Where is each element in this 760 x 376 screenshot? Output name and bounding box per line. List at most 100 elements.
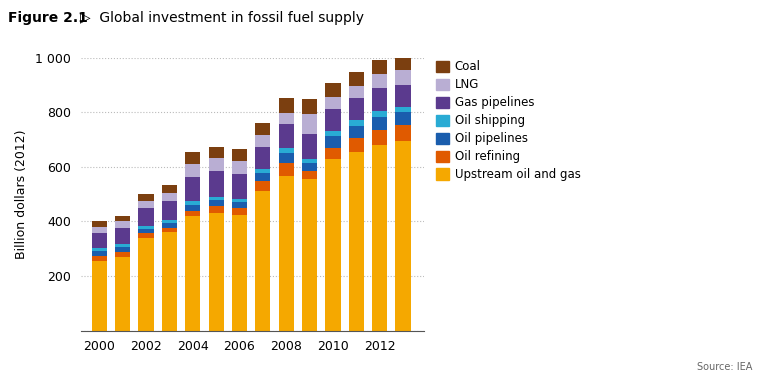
Bar	[232, 149, 247, 161]
Bar	[279, 148, 294, 153]
Bar	[255, 191, 271, 331]
Bar	[115, 216, 130, 221]
Bar	[279, 113, 294, 124]
Bar	[232, 174, 247, 199]
Bar	[232, 199, 247, 202]
Bar	[185, 152, 201, 164]
Bar	[162, 193, 177, 201]
Bar	[372, 145, 388, 331]
Bar	[302, 163, 317, 171]
Bar	[92, 227, 107, 233]
Bar	[208, 206, 223, 213]
Bar	[372, 88, 388, 111]
Bar	[162, 227, 177, 232]
Bar	[302, 114, 317, 134]
Bar	[208, 147, 223, 158]
Bar	[395, 141, 410, 331]
Bar	[279, 124, 294, 148]
Bar	[92, 251, 107, 256]
Y-axis label: Billion dollars (2012): Billion dollars (2012)	[15, 129, 28, 259]
Bar	[302, 179, 317, 331]
Bar	[138, 229, 154, 233]
Bar	[92, 248, 107, 251]
Bar	[255, 123, 271, 135]
Bar	[255, 147, 271, 169]
Bar	[185, 211, 201, 216]
Text: Source: IEA: Source: IEA	[697, 362, 752, 372]
Bar	[138, 233, 154, 238]
Bar	[232, 161, 247, 174]
Bar	[325, 83, 340, 97]
Text: Figure 2.1: Figure 2.1	[8, 11, 87, 25]
Bar	[302, 134, 317, 159]
Bar	[255, 169, 271, 173]
Bar	[138, 226, 154, 229]
Bar	[395, 107, 410, 112]
Bar	[372, 111, 388, 117]
Bar	[279, 98, 294, 113]
Bar	[92, 233, 107, 248]
Bar	[138, 238, 154, 331]
Bar	[395, 85, 410, 107]
Bar	[115, 228, 130, 244]
Bar	[372, 74, 388, 88]
Bar	[279, 153, 294, 163]
Bar	[349, 72, 364, 86]
Bar	[185, 164, 201, 177]
Bar	[349, 138, 364, 152]
Bar	[185, 205, 201, 211]
Bar	[395, 124, 410, 141]
Bar	[349, 98, 364, 120]
Bar	[208, 213, 223, 331]
Bar	[232, 202, 247, 208]
Bar	[115, 247, 130, 252]
Bar	[372, 117, 388, 130]
Bar	[208, 200, 223, 206]
Bar	[325, 136, 340, 148]
Bar	[232, 208, 247, 215]
Bar	[162, 232, 177, 331]
Bar	[208, 158, 223, 171]
Bar	[395, 56, 410, 70]
Bar	[349, 120, 364, 126]
Bar	[395, 70, 410, 85]
Bar	[302, 159, 317, 163]
Bar	[115, 252, 130, 257]
Bar	[349, 152, 364, 331]
Bar	[115, 244, 130, 247]
Bar	[162, 201, 177, 220]
Bar	[325, 159, 340, 331]
Bar	[325, 109, 340, 131]
Bar	[302, 99, 317, 114]
Bar	[138, 208, 154, 226]
Bar	[208, 171, 223, 197]
Bar	[255, 180, 271, 191]
Bar	[138, 194, 154, 201]
Bar	[185, 177, 201, 201]
Bar	[138, 201, 154, 208]
Bar	[325, 148, 340, 159]
Bar	[92, 221, 107, 227]
Bar	[92, 256, 107, 261]
Legend: Coal, LNG, Gas pipelines, Oil shipping, Oil pipelines, Oil refining, Upstream oi: Coal, LNG, Gas pipelines, Oil shipping, …	[433, 58, 583, 183]
Bar	[349, 86, 364, 98]
Bar	[395, 112, 410, 124]
Bar	[162, 185, 177, 193]
Bar	[185, 216, 201, 331]
Bar	[255, 135, 271, 147]
Bar	[372, 60, 388, 74]
Bar	[185, 201, 201, 205]
Bar	[208, 197, 223, 200]
Bar	[302, 171, 317, 179]
Bar	[372, 130, 388, 145]
Bar	[325, 131, 340, 136]
Bar	[115, 257, 130, 331]
Bar	[349, 126, 364, 138]
Text: ▷  Global investment in fossil fuel supply: ▷ Global investment in fossil fuel suppl…	[80, 11, 364, 25]
Bar	[325, 97, 340, 109]
Bar	[255, 173, 271, 180]
Bar	[162, 220, 177, 223]
Bar	[162, 223, 177, 227]
Bar	[232, 215, 247, 331]
Bar	[115, 221, 130, 228]
